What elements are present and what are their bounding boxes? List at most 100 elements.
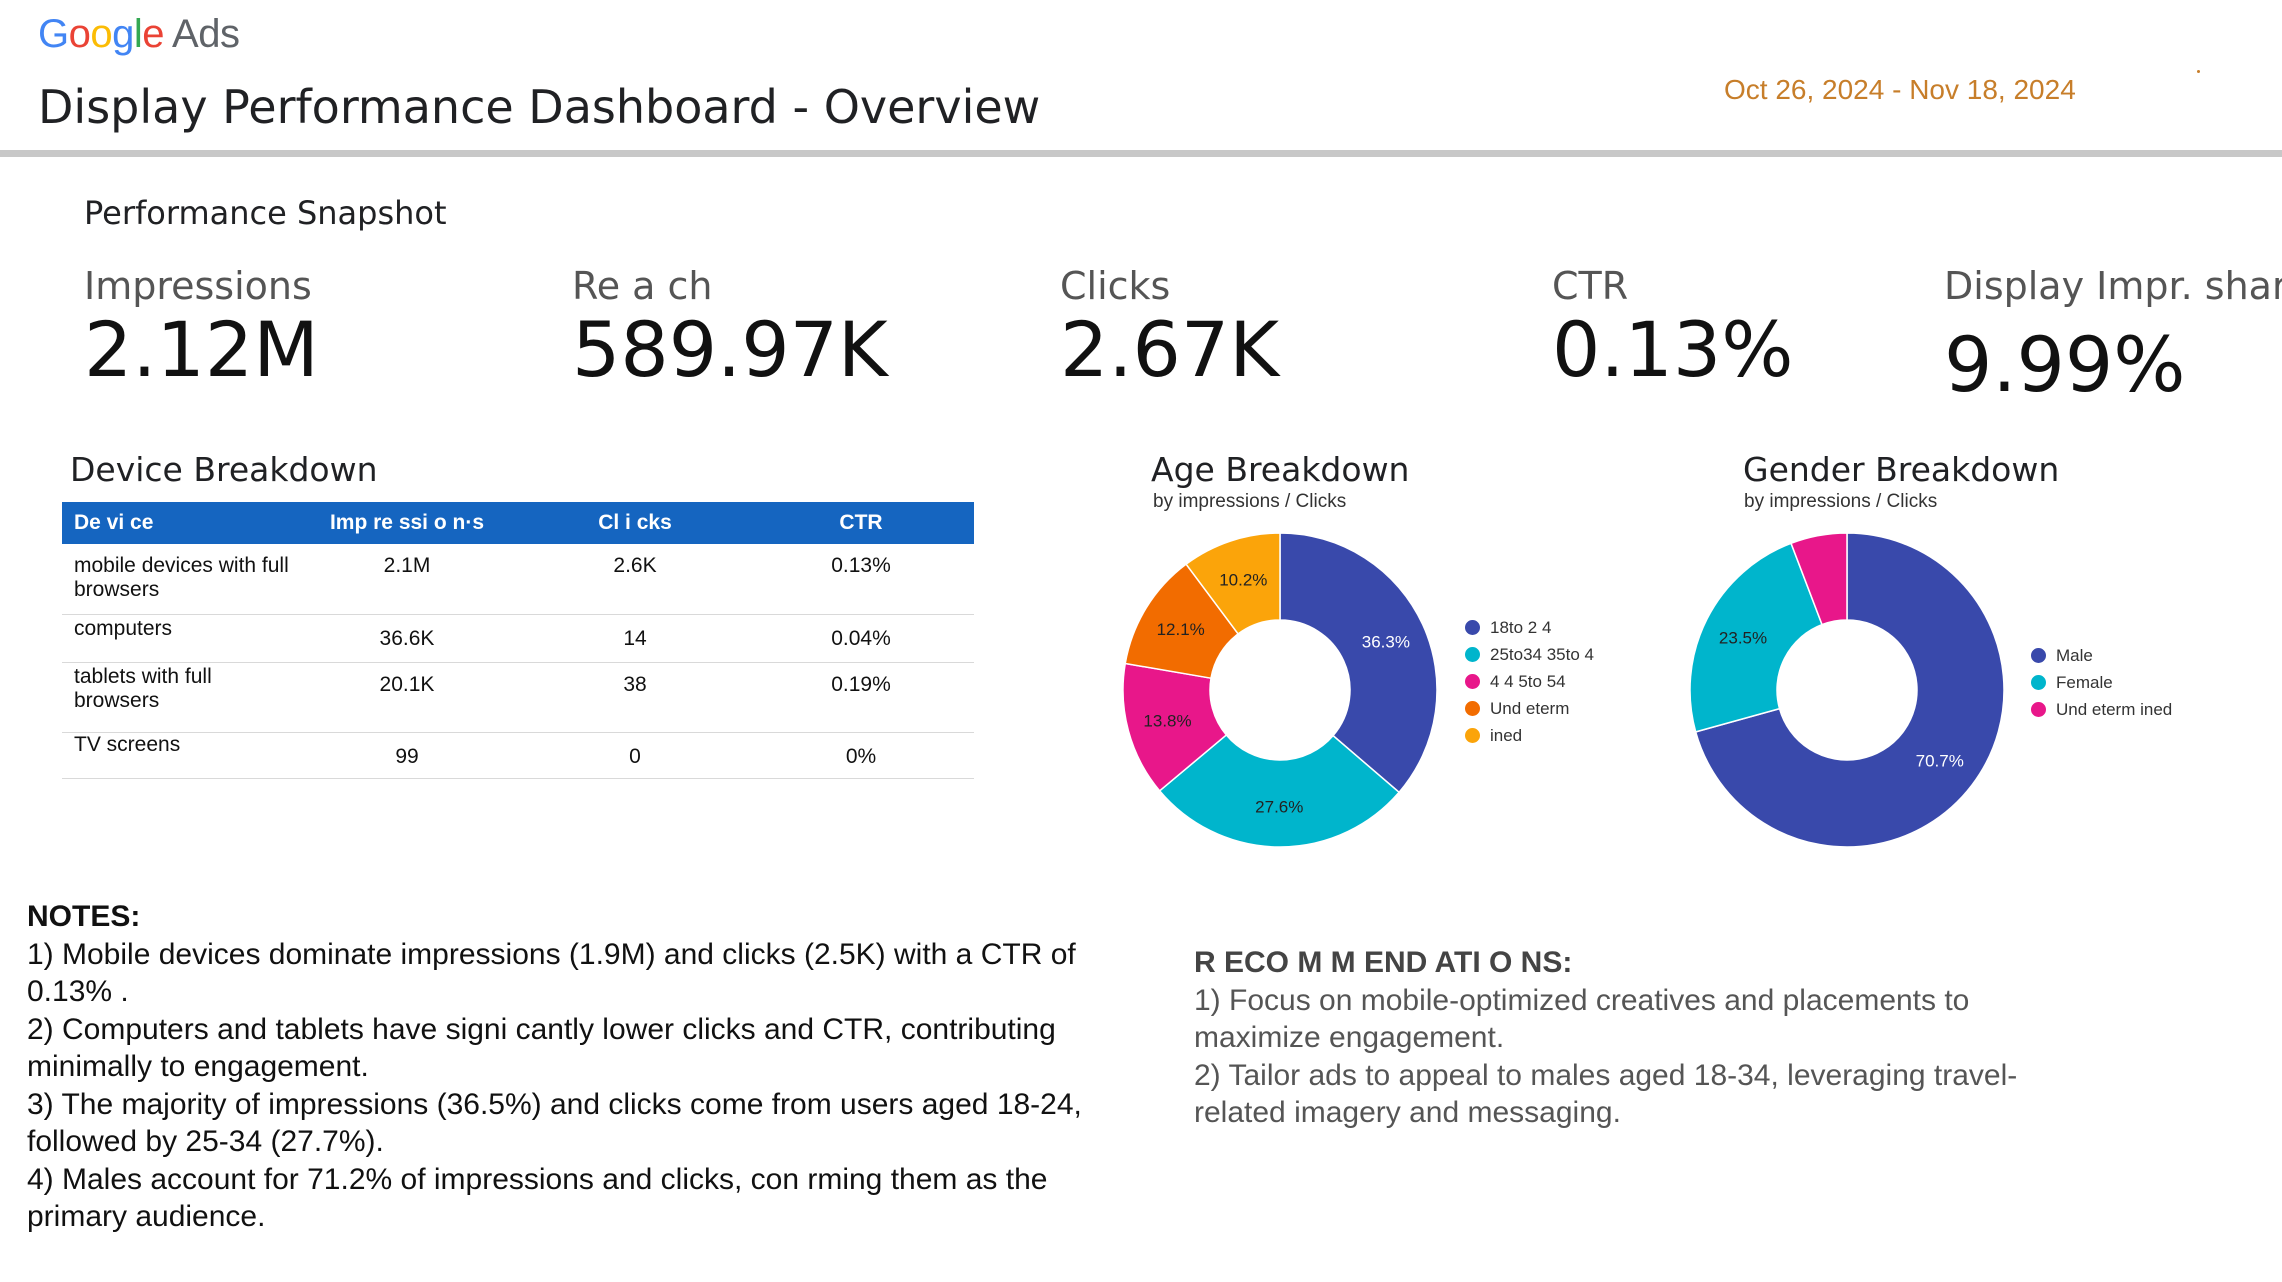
logo-letter: l [133,12,143,56]
legend-label: 25to34 35to 4 [1490,645,1594,664]
kpi-label-reach: Re a ch [572,264,713,308]
table-cell: mobile devices with full browsers [62,544,292,615]
page-title: Display Performance Dashboard - Overview [38,80,1041,134]
donut-data-label: 36.3% [1362,632,1410,651]
table-cell: tablets with full browsers [62,662,292,733]
table-row: TV screens 99 0 0% [62,732,974,779]
legend-item[interactable]: 4 4 5to 54 [1465,672,1566,692]
logo-letter: e [142,12,165,56]
recommendation-item: 2) Tailor ads to appeal to males aged 18… [1194,1058,2018,1130]
donut-slice[interactable] [1185,532,1281,635]
column-header[interactable]: De vi ce [62,502,292,544]
donut-slice[interactable] [1122,662,1228,792]
column-header[interactable]: CTR [748,502,974,544]
legend-item[interactable]: Female [2031,673,2113,693]
donut-slice[interactable] [1790,532,1848,626]
legend-swatch [1465,727,1480,743]
legend-label: Male [2056,646,2093,665]
donut-data-label: 27.6% [1255,797,1303,816]
legend-label: Female [2056,673,2113,692]
legend-item[interactable]: Und eterm ined [2031,700,2172,720]
note-item: 1) Mobile devices dominate impressions (… [27,937,1076,1009]
device-breakdown-title: Device Breakdown [70,450,378,489]
gender-breakdown-title: Gender Breakdown [1743,450,2060,489]
age-breakdown-subtitle: by impressions / Clicks [1153,491,1347,512]
logo-letter: o [68,12,91,56]
legend-label: 18to 2 4 [1490,618,1552,637]
notes-heading: NOTES: [27,900,141,933]
google-ads-logo: Google Ads [38,12,240,57]
table-cell: 0.19% [748,662,974,733]
table-row: computers 36.6K 14 0.04% [62,614,974,663]
table-cell: 0.13% [748,544,974,615]
kpi-value-impressions: 2.12M [84,305,319,394]
recommendations-heading: R ECO M M END ATI O NS: [1194,946,1573,979]
gender-donut-chart: 70.7% 23.5% [1689,532,2005,848]
donut-data-label: 13.8% [1143,711,1191,730]
snapshot-title: Performance Snapshot [84,194,447,232]
table-cell: 2.1M [292,544,522,615]
legend-swatch [2031,674,2046,690]
donut-slice[interactable] [1694,532,2005,848]
device-breakdown-table: De vi ce Imp re ssi o n·s Cl i cks CTR m… [62,502,974,779]
logo-suffix: Ads [172,12,240,56]
logo-letter: o [90,12,113,56]
kpi-value-reach: 589.97K [572,305,888,394]
table-cell: 14 [522,614,748,663]
table-cell: 99 [292,732,522,779]
legend-label: Und eterm ined [2056,700,2173,719]
note-item: 3) The majority of impressions (36.5%) a… [27,1087,1082,1159]
table-cell: 20.1K [292,662,522,733]
kpi-value-ctr: 0.13% [1552,305,1794,394]
legend-item[interactable]: ined [1465,726,1522,746]
kpi-label-impressions: Impressions [84,264,312,308]
age-legend: 18to 2 4 25to34 35to 4 4 4 5to 54 Und eterm… [1465,618,1645,758]
gender-breakdown-subtitle: by impressions / Clicks [1744,491,1938,512]
donut-slice[interactable] [1689,542,1824,733]
legend-item[interactable]: Male [2031,646,2093,666]
table-cell: 36.6K [292,614,522,663]
legend-item[interactable]: Und eterm [1465,699,1569,719]
table-cell: 0.04% [748,614,974,663]
kpi-label-clicks: Clicks [1060,264,1171,308]
age-donut-chart: 36.3% 27.6% 13.8% 12.1% 10.2% [1122,532,1438,848]
note-item: 4) Males account for 71.2% of impression… [27,1162,1048,1234]
column-header[interactable]: Imp re ssi o n·s [292,502,522,544]
donut-slice[interactable] [1279,532,1438,794]
table-row: mobile devices with full browsers 2.1M 2… [62,544,974,615]
legend-item[interactable]: 18to 2 4 [1465,618,1551,638]
kpi-label-display-impr-share: Display Impr. share [1944,264,2282,308]
legend-swatch [2031,701,2046,717]
donut-data-label: 23.5% [1719,628,1767,647]
column-header[interactable]: Cl i cks [522,502,748,544]
logo-letter: G [38,12,69,56]
legend-label: Und eterm [1490,699,1570,718]
recommendation-item: 1) Focus on mobile-optimized creatives a… [1194,983,1970,1055]
table-cell: 0% [748,732,974,779]
kpi-label-ctr: CTR [1552,264,1629,308]
table-cell: computers [62,614,292,663]
donut-data-label: 10.2% [1219,570,1267,589]
decorative-dot [2197,70,2200,73]
table-row: tablets with full browsers 20.1K 38 0.19… [62,662,974,733]
legend-swatch [1465,700,1480,716]
donut-data-label: 70.7% [1916,752,1964,771]
legend-label: ined [1490,726,1523,745]
legend-item[interactable]: 25to34 35to 4 [1465,645,1594,665]
table-header-row: De vi ce Imp re ssi o n·s Cl i cks CTR [62,502,974,544]
kpi-value-display-impr-share: 9.99% [1944,320,2186,409]
date-range[interactable]: Oct 26, 2024 - Nov 18, 2024 [1724,74,2076,105]
recommendations-section: R ECO M M END ATI O NS: 1) Focus on mobi… [1194,944,2094,1132]
legend-swatch [2031,647,2046,663]
notes-section: NOTES: 1) Mobile devices dominate impres… [27,898,1147,1236]
table-cell: 0 [522,732,748,779]
donut-data-label: 12.1% [1157,620,1205,639]
gender-legend: Male Female Und eterm ined [2031,646,2251,736]
legend-label: 4 4 5to 54 [1490,672,1566,691]
table-cell: 2.6K [522,544,748,615]
donut-slice[interactable] [1158,733,1401,848]
legend-swatch [1465,673,1480,689]
table-cell: 38 [522,662,748,733]
kpi-value-clicks: 2.67K [1060,305,1280,394]
logo-letter: g [112,12,134,56]
